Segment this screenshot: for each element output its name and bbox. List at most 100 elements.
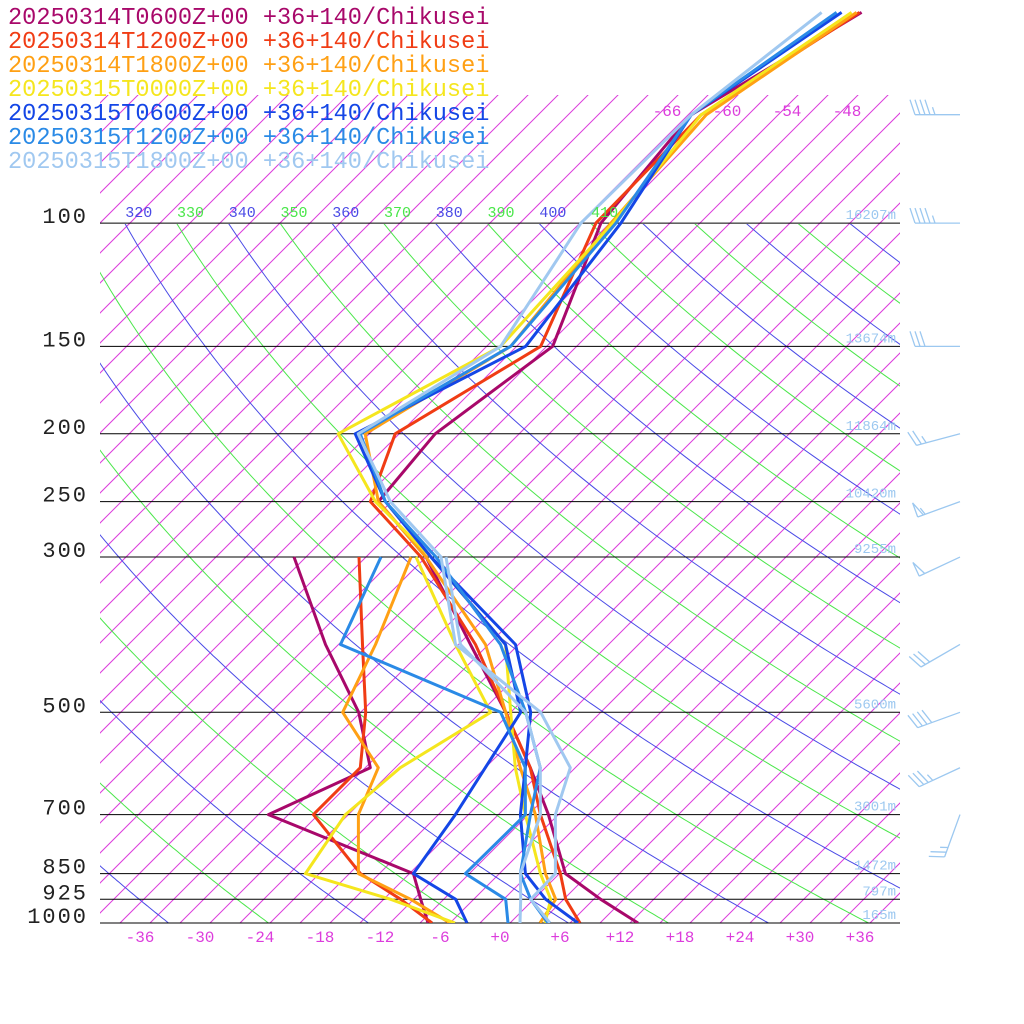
- isotherm: [119, 142, 900, 923]
- isentrope: [746, 224, 900, 346]
- height-label: 1472m: [854, 859, 896, 875]
- isentrope: [280, 224, 900, 742]
- wind-barb: [908, 643, 961, 668]
- isotherm: [100, 95, 409, 404]
- legend-entry: 20250315T1800Z+00 +36+140/Chikusei: [8, 149, 489, 176]
- isentrope: [100, 782, 269, 923]
- isentrope-label: 410: [591, 205, 618, 222]
- dewpoint-line: [339, 556, 527, 923]
- height-label: 165m: [862, 908, 896, 924]
- isotherm: [100, 95, 529, 524]
- isotherm-label: -66: [653, 103, 682, 121]
- isotherm: [100, 95, 649, 644]
- wind-barb: [909, 331, 961, 347]
- isotherm: [100, 95, 289, 284]
- isotherm: [539, 562, 900, 923]
- profiles: [266, 11, 863, 923]
- y-tick-label: 300: [42, 539, 88, 564]
- wind-barb: [907, 430, 961, 447]
- y-tick-label: 700: [42, 797, 88, 822]
- y-tick-label: 250: [42, 484, 88, 509]
- isotherm: [269, 292, 900, 923]
- dewpoint-line: [311, 556, 433, 923]
- y-tick-label: 150: [42, 328, 88, 353]
- legend-entry: 20250314T1800Z+00 +36+140/Chikusei: [8, 53, 489, 80]
- isotherm: [419, 442, 900, 923]
- height-label: 9255m: [854, 542, 896, 558]
- isentrope: [176, 224, 900, 839]
- isentrope: [797, 224, 900, 304]
- x-tick-label: -36: [126, 929, 155, 947]
- isentrope: [383, 224, 900, 649]
- isentrope-label: 390: [488, 205, 515, 222]
- isentrope: [487, 224, 900, 559]
- wind-barb: [907, 709, 961, 729]
- isotherm: [100, 95, 199, 194]
- isotherm: [149, 172, 900, 923]
- isotherm: [100, 95, 769, 764]
- isentrope-label: 340: [229, 205, 256, 222]
- isotherm: [100, 95, 229, 224]
- isotherm: [479, 502, 900, 923]
- isotherm: [719, 742, 900, 923]
- isotherm: [100, 95, 469, 464]
- isotherm-label: -48: [833, 103, 862, 121]
- isotherm: [100, 95, 319, 314]
- isotherm: [100, 95, 169, 164]
- isotherm: [179, 202, 900, 923]
- isentrope: [435, 224, 900, 604]
- isentrope-label: 360: [332, 205, 359, 222]
- isotherm: [779, 802, 900, 923]
- isotherm: [100, 95, 439, 434]
- isotherm: [100, 95, 259, 254]
- isotherm-label: -60: [713, 103, 742, 121]
- legend-entry: 20250315T0600Z+00 +36+140/Chikusei: [8, 101, 489, 128]
- y-tick-label: 850: [42, 856, 88, 881]
- height-label: 16207m: [846, 208, 896, 224]
- isotherm: [899, 922, 900, 923]
- isotherm: [100, 95, 709, 704]
- x-tick-label: +36: [846, 929, 875, 947]
- x-tick-label: -30: [186, 929, 215, 947]
- height-label: 5600m: [854, 697, 896, 713]
- isotherm: [100, 95, 619, 614]
- isotherm: [100, 95, 679, 674]
- legend-entry: 20250315T1200Z+00 +36+140/Chikusei: [8, 125, 489, 152]
- x-tick-label: -24: [246, 929, 275, 947]
- legend-entry: 20250314T1200Z+00 +36+140/Chikusei: [8, 29, 489, 56]
- y-tick-label: 1000: [27, 905, 88, 930]
- wind-barb: [909, 207, 961, 224]
- dewpoint-line: [266, 556, 430, 923]
- isentrope: [642, 224, 900, 429]
- isotherm: [100, 95, 829, 824]
- isotherm: [509, 532, 900, 923]
- x-tick-label: +30: [786, 929, 815, 947]
- isentrope-label: 330: [177, 205, 204, 222]
- isentrope: [590, 224, 900, 472]
- height-label: 13674m: [846, 331, 896, 347]
- wind-barb: [912, 556, 961, 577]
- isentrope-label: 370: [384, 205, 411, 222]
- isentropes: [100, 224, 900, 923]
- isotherm: [100, 95, 589, 584]
- isentrope-label: 400: [539, 205, 566, 222]
- x-tick-label: +12: [606, 929, 635, 947]
- x-tick-label: -6: [430, 929, 449, 947]
- isentrope: [538, 224, 900, 515]
- isotherm: [100, 95, 799, 794]
- isentrope: [100, 362, 769, 923]
- x-tick-label: +24: [726, 929, 755, 947]
- isotherm: [100, 112, 900, 914]
- y-tick-label: 925: [42, 881, 88, 906]
- isentrope: [228, 224, 900, 790]
- isotherm: [389, 412, 900, 923]
- isotherm: [100, 95, 349, 344]
- height-label: 797m: [862, 884, 896, 900]
- isentrope-label: 320: [125, 205, 152, 222]
- isotherm: [100, 95, 379, 374]
- y-tick-label: 200: [42, 416, 88, 441]
- isotherm: [100, 95, 889, 884]
- isentrope: [331, 224, 900, 695]
- y-tick-label: 500: [42, 694, 88, 719]
